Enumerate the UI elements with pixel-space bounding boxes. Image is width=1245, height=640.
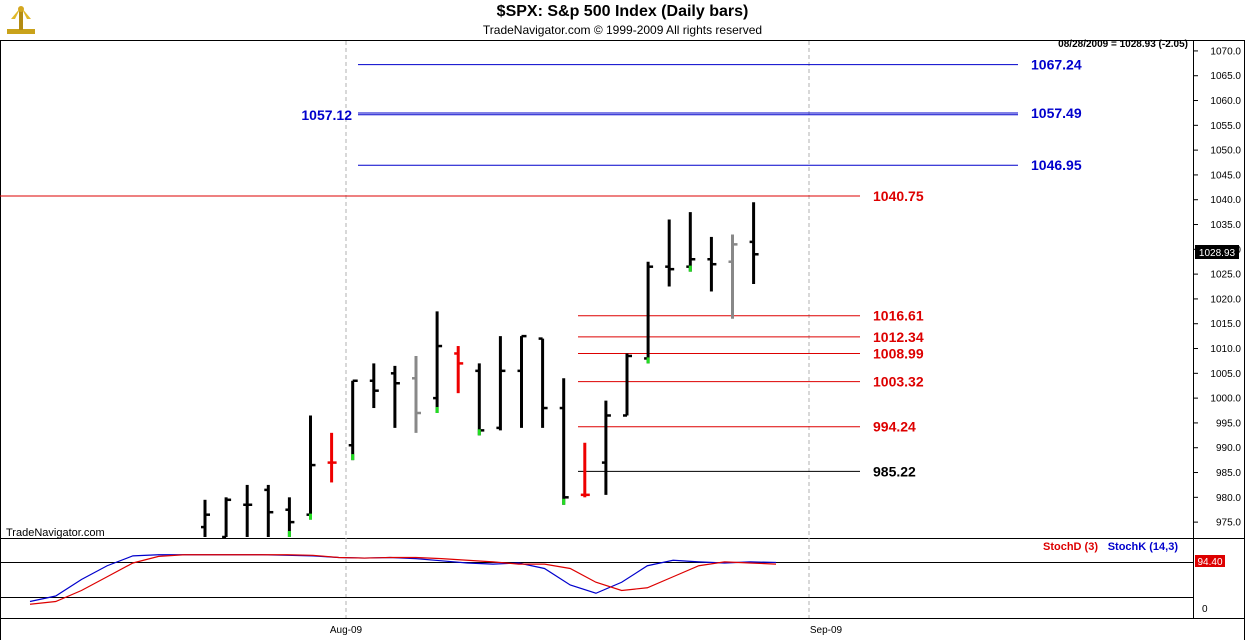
x-label-aug: Aug-09 (330, 625, 363, 636)
watermark: TradeNavigator.com (6, 527, 105, 539)
ohlc-bar (222, 497, 232, 539)
ohlc-bar (707, 236, 717, 292)
level-label: 994.24 (873, 419, 916, 435)
ohlc-bar (369, 363, 379, 409)
ohlc-bar (496, 336, 506, 431)
stochk-legend: StochK (14,3) (1108, 541, 1179, 553)
y-tick-label: 1065.0 (1210, 71, 1241, 82)
y-tick-label: 1025.0 (1210, 270, 1241, 281)
level-label: 1057.49 (1031, 105, 1082, 121)
level-label: 1057.12 (301, 107, 352, 123)
ohlc-bar (201, 499, 210, 537)
ohlc-bar (327, 432, 337, 483)
y-tick-label: 1045.0 (1210, 170, 1241, 181)
price-axis: 975.0 980.0 985.0 990.0 995.0 1000.0 1005.0 101… (1193, 46, 1241, 529)
ohlc-bar (728, 234, 738, 319)
level-label: 985.22 (873, 463, 916, 479)
y-tick-label: 1050.0 (1210, 146, 1241, 157)
level-label: 1016.61 (873, 308, 924, 324)
y-tick-label: 1035.0 (1210, 220, 1241, 231)
y-tick-label: 1055.0 (1210, 121, 1241, 132)
trade-navigator-logo-icon (7, 6, 35, 34)
level-label: 1046.95 (1031, 157, 1082, 173)
y-tick-label: 1070.0 (1210, 46, 1241, 57)
stoch-zero-label: 0 (1202, 604, 1208, 615)
y-tick-label: 1005.0 (1210, 369, 1241, 380)
ohlc-bar (749, 202, 759, 285)
chart-subtitle: TradeNavigator.com © 1999-2009 All right… (482, 23, 763, 37)
ohlc-bar (665, 219, 675, 287)
ohlc-bar (517, 334, 527, 428)
level-label: 1067.24 (1031, 57, 1082, 73)
price-readout: 08/28/2009 = 1028.93 (-2.05) (1058, 39, 1188, 50)
ohlc-bar (559, 378, 569, 505)
stochk-line (29, 554, 777, 603)
y-tick-label: 990.0 (1216, 443, 1241, 454)
ohlc-bar (412, 355, 421, 433)
level-label: 1003.32 (873, 374, 924, 390)
ohlc-bar (243, 484, 253, 537)
stoch-value-tag: 94.40 (1197, 557, 1222, 568)
y-tick-label: 985.0 (1216, 468, 1241, 479)
y-tick-label: 995.0 (1216, 418, 1241, 429)
y-tick-label: 1060.0 (1210, 96, 1241, 107)
last-price-tag: 1028.93 (1199, 248, 1236, 259)
ohlc-bar (580, 442, 590, 498)
ohlc-bar (390, 365, 400, 428)
x-label-sep: Sep-09 (810, 625, 843, 636)
ohlc-bar (538, 337, 548, 428)
y-tick-label: 1020.0 (1210, 294, 1241, 305)
chart-header: $SPX: S&p 500 Index (Daily bars) TradeNa… (0, 0, 1245, 40)
ohlc-bar (285, 497, 295, 537)
ohlc-bar (264, 484, 274, 537)
ohlc-bar (475, 363, 485, 436)
support-resistance-levels: 1067.24 1057.49 1057.12 1046.95 1040.75 1016.… (0, 57, 1082, 479)
stochd-legend: StochD (3) (1043, 541, 1098, 553)
last-price-tag-bg (1195, 245, 1239, 259)
level-label: 1040.75 (873, 188, 924, 204)
ohlc-bar (433, 311, 443, 413)
y-tick-label: 1000.0 (1210, 394, 1241, 405)
ohlc-bar (644, 261, 654, 364)
stoch-value-tag-bg (1195, 555, 1225, 567)
y-tick-label: 1040.0 (1210, 195, 1241, 206)
ohlc-bar (306, 415, 316, 520)
y-tick-label: 1010.0 (1210, 344, 1241, 355)
ohlc-bar (623, 353, 632, 417)
stochd-line (29, 554, 777, 605)
ohlc-bar (686, 212, 696, 272)
ohlc-bar (601, 400, 611, 495)
price-bars (201, 202, 759, 539)
y-tick-label: 975.0 (1216, 518, 1241, 529)
level-label: 1008.99 (873, 346, 924, 362)
ohlc-bar (454, 346, 464, 394)
level-label: 1012.34 (873, 329, 924, 345)
y-tick-label: 1015.0 (1210, 319, 1241, 330)
y-tick-label: 980.0 (1216, 493, 1241, 504)
chart-title: $SPX: S&p 500 Index (Daily bars) (496, 3, 749, 20)
ohlc-bar (348, 379, 358, 461)
